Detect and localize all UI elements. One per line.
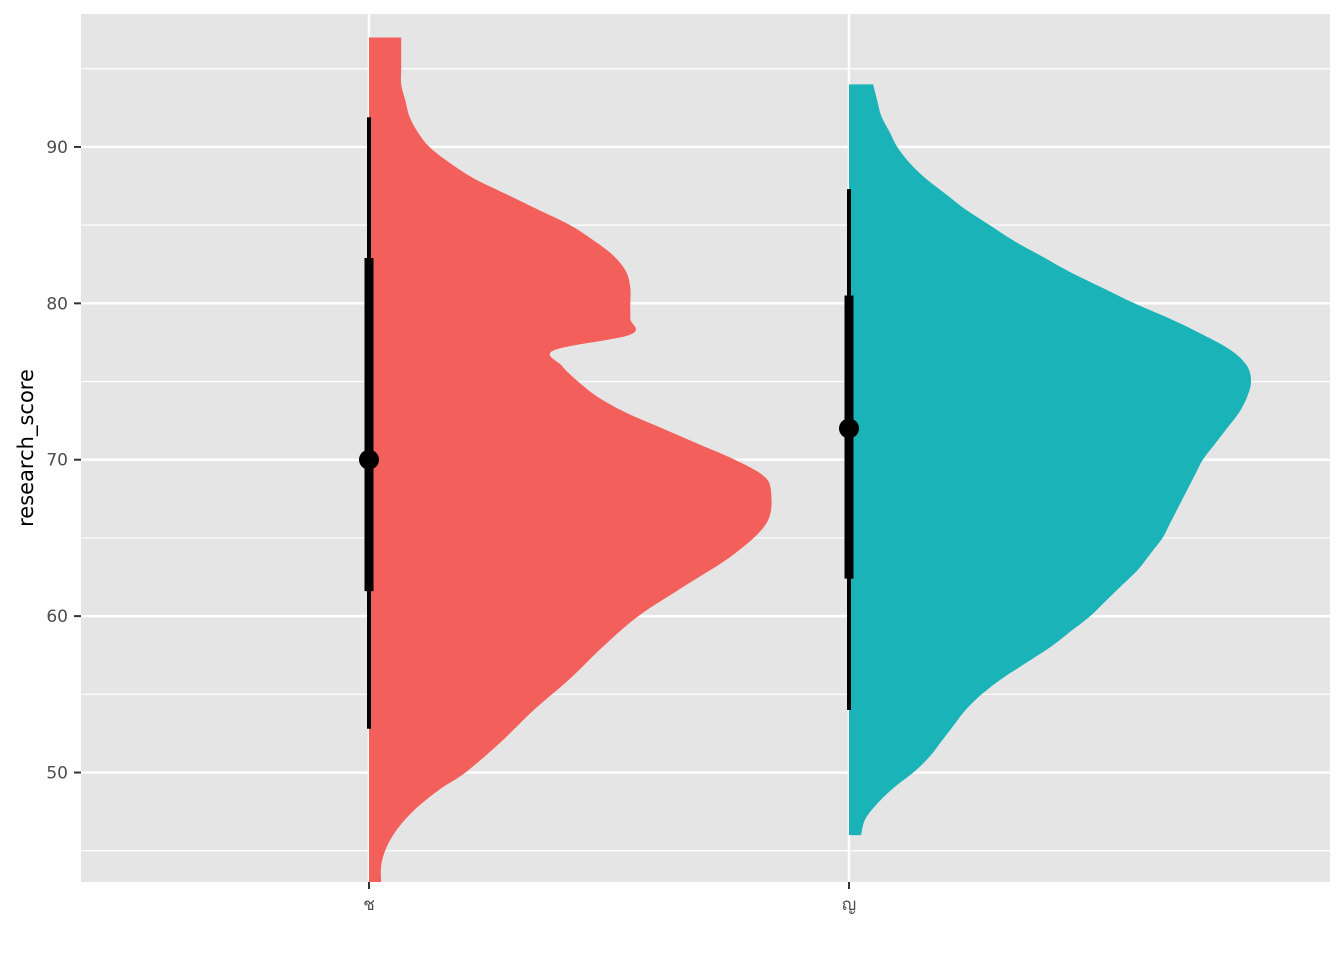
median-point-2 [839,418,859,439]
y-axis: 50 60 70 80 90 [46,138,81,784]
violin-layer [369,37,1251,882]
y-tick-label: 80 [46,294,68,314]
y-axis-title: research_score [14,369,39,527]
median-point-1 [359,449,379,470]
x-tick-label: ช [363,895,375,915]
y-tick-label: 50 [46,764,68,784]
interval-layer [359,117,859,729]
y-tick-label: 60 [46,607,68,627]
x-tick-label: ญ [842,895,857,915]
violin-1 [369,37,772,882]
y-tick-label: 70 [46,451,68,471]
x-axis: ชญ [363,882,856,915]
violin-2 [849,84,1251,836]
y-tick-label: 90 [46,138,68,158]
